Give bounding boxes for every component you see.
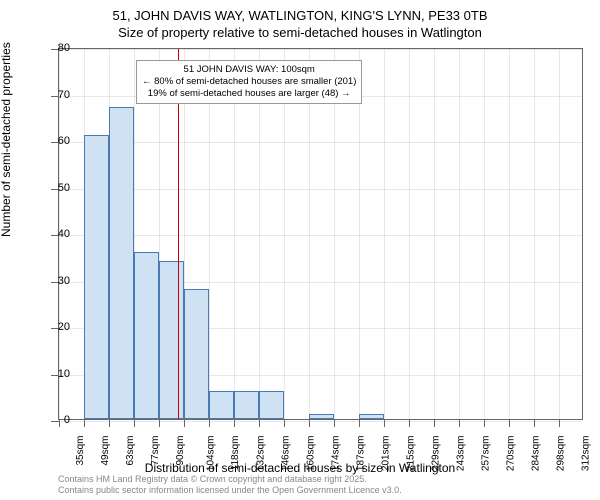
x-tick-label: 270sqm bbox=[506, 436, 517, 472]
x-tick bbox=[484, 419, 485, 427]
x-tick-label: 201sqm bbox=[381, 436, 392, 472]
histogram-bar bbox=[359, 414, 384, 419]
x-tick-label: 90sqm bbox=[175, 436, 186, 466]
x-tick bbox=[134, 419, 135, 427]
x-tick bbox=[459, 419, 460, 427]
x-tick-label: 312sqm bbox=[581, 436, 592, 472]
x-tick-label: 49sqm bbox=[100, 436, 111, 466]
gridline-h bbox=[59, 421, 582, 422]
annotation-line1: 51 JOHN DAVIS WAY: 100sqm bbox=[142, 64, 356, 76]
x-tick bbox=[534, 419, 535, 427]
gridline-v bbox=[559, 49, 560, 419]
gridline-v bbox=[409, 49, 410, 419]
chart-footer: Contains HM Land Registry data © Crown c… bbox=[58, 474, 402, 496]
gridline-v bbox=[484, 49, 485, 419]
x-tick bbox=[334, 419, 335, 427]
y-tick-label: 50 bbox=[40, 182, 70, 194]
marker-line bbox=[178, 49, 180, 419]
x-tick-label: 243sqm bbox=[456, 436, 467, 472]
x-tick-label: 187sqm bbox=[356, 436, 367, 472]
chart-title-line2: Size of property relative to semi-detach… bbox=[0, 25, 600, 40]
x-tick bbox=[84, 419, 85, 427]
histogram-bar bbox=[209, 391, 234, 419]
histogram-bar bbox=[184, 289, 209, 419]
gridline-v bbox=[209, 49, 210, 419]
x-tick bbox=[284, 419, 285, 427]
histogram-bar bbox=[234, 391, 259, 419]
gridline-h bbox=[59, 142, 582, 143]
y-axis-title: Number of semi-detached properties bbox=[0, 42, 13, 237]
x-tick bbox=[384, 419, 385, 427]
gridline-v bbox=[284, 49, 285, 419]
x-tick-label: 118sqm bbox=[230, 436, 241, 471]
annotation-line3: 19% of semi-detached houses are larger (… bbox=[142, 88, 356, 100]
gridline-h bbox=[59, 189, 582, 190]
histogram-bar bbox=[134, 252, 159, 419]
chart-title-line1: 51, JOHN DAVIS WAY, WATLINGTON, KING'S L… bbox=[0, 8, 600, 23]
x-tick-label: 63sqm bbox=[125, 436, 136, 466]
x-tick bbox=[209, 419, 210, 427]
x-tick-label: 146sqm bbox=[281, 436, 292, 472]
y-tick-label: 30 bbox=[40, 275, 70, 287]
x-tick bbox=[434, 419, 435, 427]
gridline-v bbox=[434, 49, 435, 419]
x-tick-label: 104sqm bbox=[206, 436, 217, 472]
x-tick-label: 284sqm bbox=[531, 436, 542, 472]
histogram-bar bbox=[309, 414, 334, 419]
x-tick-label: 132sqm bbox=[256, 436, 267, 472]
x-tick-label: 77sqm bbox=[150, 436, 161, 466]
gridline-v bbox=[459, 49, 460, 419]
footer-line2: Contains public sector information licen… bbox=[58, 485, 402, 496]
x-tick-label: 257sqm bbox=[481, 436, 492, 472]
gridline-h bbox=[59, 49, 582, 50]
gridline-v bbox=[384, 49, 385, 419]
x-tick bbox=[409, 419, 410, 427]
x-tick bbox=[559, 419, 560, 427]
y-tick-label: 60 bbox=[40, 135, 70, 147]
footer-line1: Contains HM Land Registry data © Crown c… bbox=[58, 474, 402, 485]
histogram-bar bbox=[109, 107, 134, 419]
x-tick bbox=[509, 419, 510, 427]
gridline-v bbox=[259, 49, 260, 419]
x-tick-label: 229sqm bbox=[431, 436, 442, 472]
x-tick-label: 174sqm bbox=[331, 436, 342, 472]
annotation-line2: ← 80% of semi-detached houses are smalle… bbox=[142, 76, 356, 88]
gridline-v bbox=[334, 49, 335, 419]
y-tick-label: 40 bbox=[40, 228, 70, 240]
x-tick bbox=[109, 419, 110, 427]
plot-area: 51 JOHN DAVIS WAY: 100sqm← 80% of semi-d… bbox=[58, 48, 583, 420]
x-tick-label: 160sqm bbox=[306, 436, 317, 472]
x-tick bbox=[184, 419, 185, 427]
gridline-v bbox=[509, 49, 510, 419]
x-tick bbox=[359, 419, 360, 427]
x-tick bbox=[234, 419, 235, 427]
y-tick-label: 10 bbox=[40, 368, 70, 380]
histogram-bar bbox=[84, 135, 109, 419]
y-tick-label: 20 bbox=[40, 321, 70, 333]
x-tick-label: 298sqm bbox=[556, 436, 567, 472]
gridline-v bbox=[534, 49, 535, 419]
x-tick bbox=[309, 419, 310, 427]
gridline-v bbox=[359, 49, 360, 419]
histogram-chart: 51, JOHN DAVIS WAY, WATLINGTON, KING'S L… bbox=[0, 0, 600, 500]
histogram-bar bbox=[259, 391, 284, 419]
y-tick-label: 80 bbox=[40, 42, 70, 54]
y-tick-label: 0 bbox=[40, 414, 70, 426]
gridline-v bbox=[309, 49, 310, 419]
gridline-h bbox=[59, 235, 582, 236]
annotation-box: 51 JOHN DAVIS WAY: 100sqm← 80% of semi-d… bbox=[136, 60, 362, 104]
x-tick bbox=[259, 419, 260, 427]
x-tick-label: 215sqm bbox=[406, 436, 417, 472]
gridline-v bbox=[234, 49, 235, 419]
x-tick-label: 35sqm bbox=[75, 436, 86, 466]
histogram-bar bbox=[159, 261, 184, 419]
y-tick-label: 70 bbox=[40, 89, 70, 101]
x-tick bbox=[159, 419, 160, 427]
